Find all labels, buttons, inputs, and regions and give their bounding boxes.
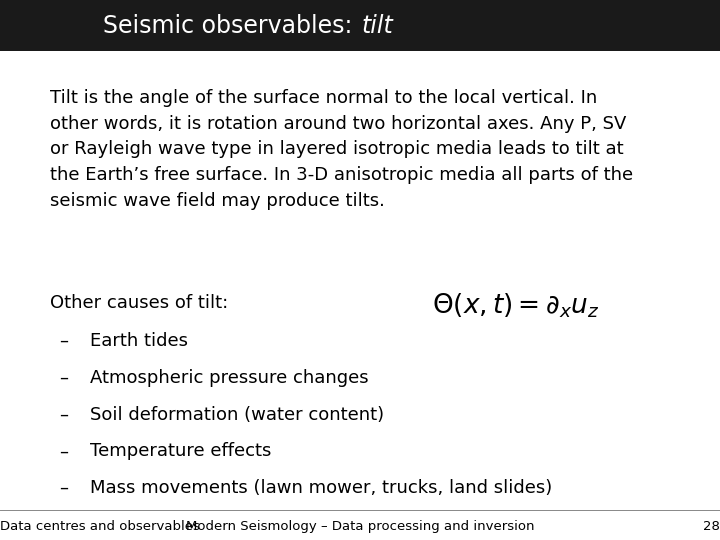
- Text: –: –: [59, 406, 68, 423]
- Text: 28: 28: [703, 520, 720, 533]
- Text: Atmospheric pressure changes: Atmospheric pressure changes: [90, 369, 369, 387]
- Text: Other causes of tilt:: Other causes of tilt:: [50, 294, 229, 312]
- Text: Temperature effects: Temperature effects: [90, 442, 271, 460]
- Text: Modern Seismology – Data processing and inversion: Modern Seismology – Data processing and …: [186, 520, 534, 533]
- Text: $\Theta(x,t) = \partial_x u_z$: $\Theta(x,t) = \partial_x u_z$: [432, 292, 600, 320]
- Text: Mass movements (lawn mower, trucks, land slides): Mass movements (lawn mower, trucks, land…: [90, 479, 552, 497]
- Text: Seismic observables:: Seismic observables:: [103, 14, 360, 38]
- Text: Earth tides: Earth tides: [90, 332, 188, 350]
- FancyBboxPatch shape: [0, 0, 720, 51]
- Text: Soil deformation (water content): Soil deformation (water content): [90, 406, 384, 423]
- Text: Data centres and observables: Data centres and observables: [0, 520, 200, 533]
- Text: –: –: [59, 332, 68, 350]
- Text: Tilt is the angle of the surface normal to the local vertical. In
other words, i: Tilt is the angle of the surface normal …: [50, 89, 634, 210]
- Text: –: –: [59, 369, 68, 387]
- Text: –: –: [59, 479, 68, 497]
- Text: tilt: tilt: [361, 14, 393, 38]
- Text: –: –: [59, 442, 68, 460]
